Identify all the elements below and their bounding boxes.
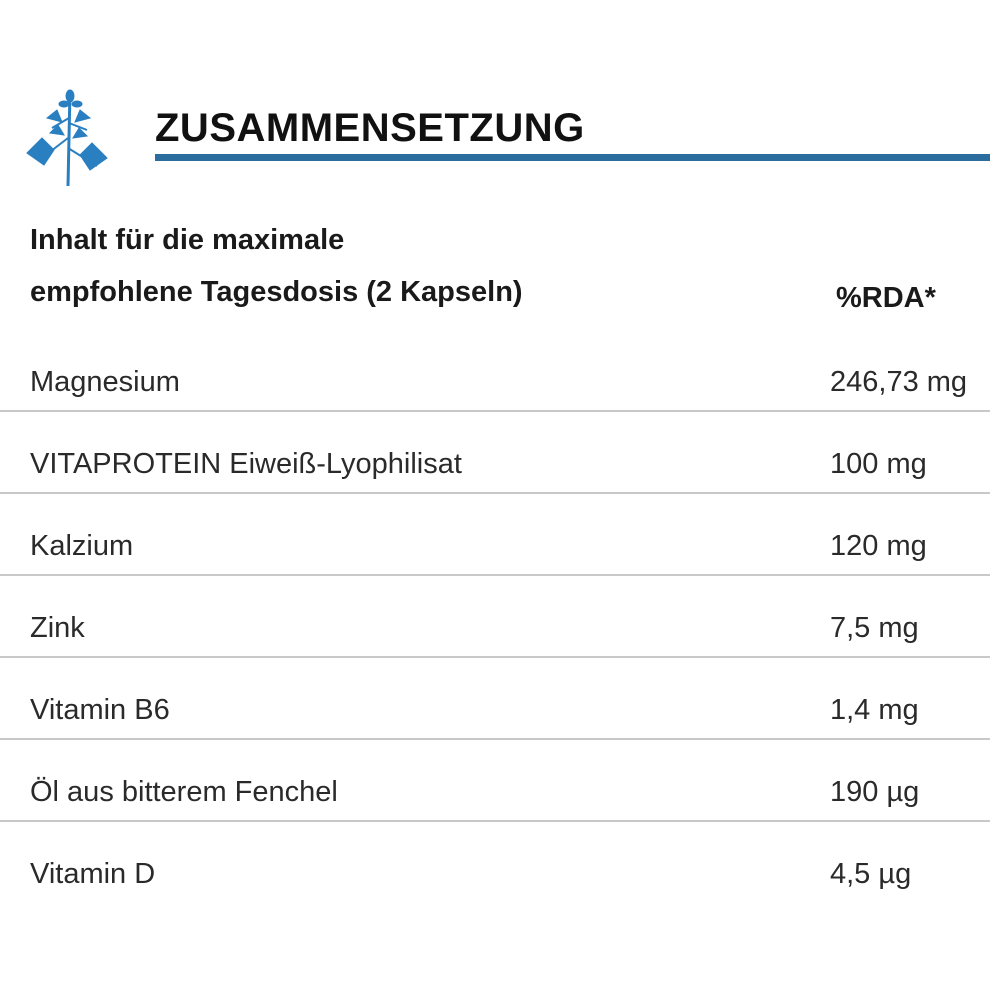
ingredient-name: Kalzium: [30, 530, 134, 562]
row-divider: [0, 574, 990, 576]
table-row: Öl aus bitterem Fenchel 190 µg: [0, 776, 990, 858]
row-divider: [0, 738, 990, 740]
ingredient-amount: 246,73 mg: [830, 366, 968, 398]
row-divider: [0, 656, 990, 658]
section-title: ZUSAMMENSETZUNG: [155, 106, 585, 150]
row-divider: [0, 492, 990, 494]
ingredient-name: Vitamin D: [30, 858, 156, 890]
ingredient-amount: 120 mg: [830, 530, 927, 562]
ingredient-amount: 4,5 µg: [830, 858, 912, 890]
title-underline: [155, 154, 990, 161]
table-row: VITAPROTEIN Eiweiß-Lyophilisat 100 mg: [0, 448, 990, 530]
ingredient-amount: 190 µg: [830, 776, 920, 808]
ingredient-name: VITAPROTEIN Eiweiß-Lyophilisat: [30, 448, 462, 480]
ingredient-amount: 7,5 mg: [830, 612, 919, 644]
rda-column-header: %RDA*: [836, 282, 936, 314]
row-divider: [0, 820, 990, 822]
row-divider: [0, 410, 990, 412]
ingredient-name: Öl aus bitterem Fenchel: [30, 776, 338, 808]
table-heading-line2: empfohlene Tagesdosis (2 Kapseln): [30, 276, 523, 308]
ingredient-name: Vitamin B6: [30, 694, 170, 726]
table-row: Vitamin B6 1,4 mg: [0, 694, 990, 776]
ingredient-amount: 100 mg: [830, 448, 927, 480]
ingredient-name: Magnesium: [30, 366, 180, 398]
table-row: Magnesium 246,73 mg: [0, 366, 990, 448]
plant-icon: [26, 89, 108, 187]
table-row: Kalzium 120 mg: [0, 530, 990, 612]
table-row: Vitamin D 4,5 µg: [0, 858, 990, 940]
table-heading-line1: Inhalt für die maximale: [30, 224, 345, 256]
ingredient-name: Zink: [30, 612, 85, 644]
table-row: Zink 7,5 mg: [0, 612, 990, 694]
ingredient-amount: 1,4 mg: [830, 694, 919, 726]
